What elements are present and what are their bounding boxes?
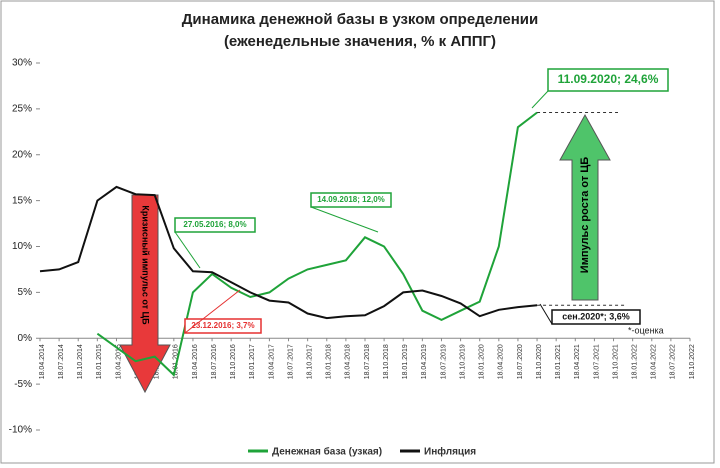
annotation-box [174, 217, 256, 233]
growth-arrow [559, 113, 611, 301]
x-tick-label: 18.10.2018 [383, 344, 390, 379]
legend-label: Инфляция [424, 446, 476, 458]
y-tick-label: 0% [18, 333, 33, 344]
x-tick-label: 18.01.2020 [479, 344, 486, 379]
series-line [39, 185, 538, 320]
annotation-leader [310, 206, 379, 233]
x-tick-label: 18.10.2014 [77, 344, 84, 379]
x-tick-label: 18.07.2020 [517, 344, 524, 379]
x-tick-label: 18.01.2018 [326, 344, 333, 379]
x-tick-label: 18.10.2022 [689, 344, 696, 379]
y-tick-label: 15% [12, 195, 32, 206]
x-tick-label: 18.07.2017 [287, 344, 294, 379]
chart-subtitle: (еженедельные значения, % к АППГ) [224, 33, 496, 50]
footnote: *-оценка [628, 325, 664, 335]
x-tick-label: 18.01.2019 [402, 344, 409, 379]
annotation-leader [531, 90, 549, 109]
x-tick-label: 18.10.2020 [536, 344, 543, 379]
x-tick-label: 18.10.2016 [230, 344, 237, 379]
x-tick-label: 18.04.2014 [39, 344, 46, 379]
annotation-leader [174, 231, 201, 269]
x-tick-label: 18.01.2021 [555, 344, 562, 379]
x-tick-label: 18.04.2022 [651, 344, 658, 379]
annotation: 11.09.2020; 24,6% [558, 72, 659, 86]
y-tick-label: 20% [12, 149, 32, 160]
annotation-box [547, 68, 669, 92]
growth-label: Импульс роста от ЦБ [579, 157, 591, 273]
x-tick-label: 18.01.2015 [96, 344, 103, 379]
annotation: 23.12.2016; 3,7% [191, 321, 254, 330]
crisis-label: Кризисный импульс от ЦБ [141, 205, 151, 325]
annotation-leader [184, 289, 241, 334]
annotation-box [310, 192, 392, 208]
y-tick-label: -5% [14, 379, 32, 390]
x-tick-label: 18.01.2022 [631, 344, 638, 379]
x-tick-label: 18.07.2021 [593, 344, 600, 379]
y-tick-label: 25% [12, 104, 32, 115]
y-tick-label: 5% [18, 287, 33, 298]
x-tick-label: 18.04.2019 [421, 344, 428, 379]
x-tick-label: 18.07.2018 [364, 344, 371, 379]
annotation: 27.05.2016; 8,0% [183, 220, 246, 229]
y-tick-label: 30% [12, 58, 32, 69]
x-tick-label: 18.04.2020 [498, 344, 505, 379]
x-tick-label: 18.10.2021 [612, 344, 619, 379]
x-tick-label: 18.10.2017 [306, 344, 313, 379]
x-tick-label: 18.04.2021 [574, 344, 581, 379]
annotation-leader [539, 303, 553, 325]
x-tick-label: 18.07.2019 [440, 344, 447, 379]
x-tick-label: 18.07.2022 [670, 344, 677, 379]
annotation: сен.2020*; 3,6% [562, 311, 629, 321]
annotation-box [551, 309, 641, 325]
x-tick-label: 18.04.2017 [268, 344, 275, 379]
x-tick-label: 18.04.2016 [192, 344, 199, 379]
series-line [96, 111, 538, 377]
legend-label: Денежная база (узкая) [272, 446, 382, 458]
x-tick-label: 18.07.2016 [211, 344, 218, 379]
annotation-box [184, 318, 262, 334]
x-tick-label: 18.04.2015 [115, 344, 122, 379]
x-tick-label: 18.01.2017 [249, 344, 256, 379]
annotation: 14.09.2018; 12,0% [317, 195, 385, 204]
x-tick-label: 18.10.2019 [459, 344, 466, 379]
y-tick-label: 10% [12, 241, 32, 252]
x-tick-label: 18.04.2018 [345, 344, 352, 379]
crisis-arrow [119, 194, 171, 394]
x-tick-label: 18.07.2014 [58, 344, 65, 379]
y-tick-label: -10% [9, 425, 32, 436]
chart-title: Динамика денежной базы в узком определен… [182, 11, 538, 28]
